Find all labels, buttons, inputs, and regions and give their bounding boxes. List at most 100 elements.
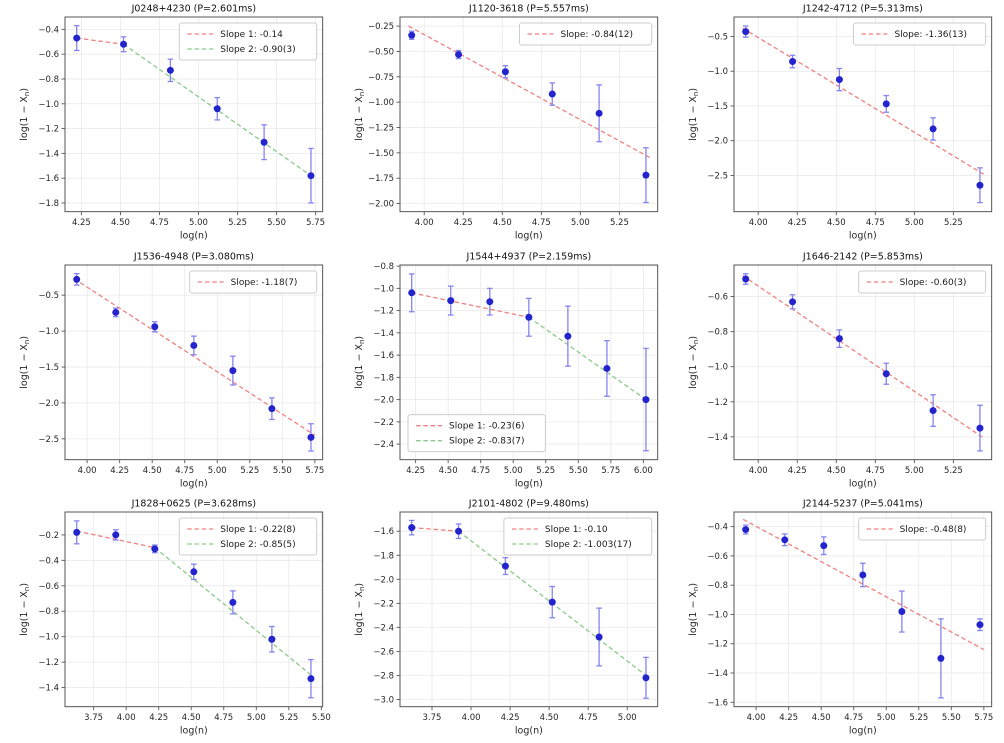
data-point — [976, 424, 984, 432]
y-tick-label: −1.0 — [708, 362, 729, 372]
subplot-J1120-3618: 4.00 4.25 4.50 4.75 5.00 5.25 −0.25 −0.50 −0.75 −… — [334, 0, 670, 248]
y-tick-label: −0.6 — [38, 50, 59, 60]
legend-label: Slope 2: -1.003(17) — [545, 540, 632, 550]
x-axis-label: log(n) — [849, 231, 877, 242]
y-tick-label: −1.6 — [373, 351, 394, 361]
subplot-J1544+4937: 4.25 4.50 4.75 5.00 5.25 5.50 5.75 6.00 −0.8 −1.0… — [334, 247, 670, 496]
data-point — [742, 275, 750, 283]
data-point — [789, 57, 797, 65]
axes-frame — [399, 264, 658, 460]
y-tick-label: −1.5 — [38, 363, 59, 373]
error-bars — [408, 272, 649, 452]
y-tick-label: −1.0 — [38, 100, 59, 110]
data-point — [642, 395, 650, 403]
y-tick-label: −1.25 — [368, 124, 394, 134]
data-point — [454, 51, 462, 59]
y-tick-label: −0.6 — [708, 552, 729, 562]
x-tick-label: 4.00 — [414, 218, 433, 228]
tick-labels: 4.00 4.25 4.50 4.75 5.00 5.25 −0.5 −1.0 −1.5 −2.0… — [708, 32, 963, 228]
plot-title: J1646-2142 (P=5.853ms) — [802, 251, 923, 262]
legend-label: Slope: -1.36(13) — [895, 30, 968, 40]
data-point — [454, 528, 462, 536]
y-axis-label: log(1 − Xn) — [688, 583, 700, 636]
plot-title: J0248+4230 (P=2.601ms) — [131, 3, 256, 14]
fit-line-slope2 — [123, 43, 312, 177]
x-tick-label: 4.75 — [578, 713, 597, 723]
y-tick-label: −1.2 — [38, 658, 59, 668]
data-point — [213, 105, 221, 113]
legend: Slope: -0.84(12) — [518, 22, 652, 46]
x-tick-label: 5.00 — [247, 713, 266, 723]
axes-frame — [733, 16, 993, 213]
x-tick-label: 6.00 — [634, 466, 653, 476]
fit-line-slope1 — [411, 527, 459, 533]
data-point — [190, 341, 198, 349]
axes-frame — [399, 16, 658, 213]
subplot-J1828+0625: 3.75 4.00 4.25 4.50 4.75 5.00 5.25 5.50 −0.2 −0.4… — [0, 495, 335, 743]
x-axis-label: log(n) — [515, 478, 543, 489]
x-tick-label: 4.50 — [827, 218, 846, 228]
data-point — [883, 369, 891, 377]
data-point — [595, 633, 603, 641]
x-tick-label: 4.50 — [438, 466, 457, 476]
legend-box — [178, 517, 318, 556]
data-point — [937, 655, 945, 663]
x-tick-label: 5.00 — [571, 218, 590, 228]
legend-label: Slope 1: -0.14 — [220, 30, 283, 40]
fit-line-slope2 — [154, 547, 312, 676]
axes-frame — [64, 16, 324, 213]
y-tick-label: −0.8 — [373, 262, 394, 272]
legend-label: Slope 1: -0.22(8) — [220, 525, 295, 535]
chart-svg: 4.00 4.25 4.50 4.75 5.00 5.25 −0.25 −0.50 −0.75 −… — [334, 0, 670, 248]
data-point — [883, 100, 891, 108]
axes-frame — [733, 511, 993, 708]
y-tick-label: −0.50 — [368, 47, 394, 57]
data-point — [642, 171, 650, 179]
data-point — [407, 524, 415, 532]
y-tick-label: −1.4 — [373, 329, 394, 339]
plot-title: J1242-4712 (P=5.313ms) — [802, 3, 923, 14]
data-point — [976, 621, 984, 629]
y-tick-label: −1.50 — [368, 149, 394, 159]
data-point — [548, 90, 556, 98]
y-tick-label: −2.0 — [708, 137, 729, 147]
data-point — [859, 571, 867, 579]
tick-labels: 3.75 4.00 4.25 4.50 4.75 5.00 −1.6 −1.8 −2.0 −2.2… — [373, 528, 636, 724]
plot-background — [334, 247, 670, 496]
x-tick-label: 5.00 — [877, 713, 896, 723]
plot-title: J1544+4937 (P=2.159ms) — [465, 251, 591, 262]
x-tick-label: 4.00 — [461, 713, 480, 723]
fit-line-slope1 — [76, 37, 124, 45]
legend-label: Slope 2: -0.90(3) — [220, 45, 295, 55]
y-tick-label: −0.8 — [708, 327, 729, 337]
y-tick-label: −1.2 — [708, 397, 729, 407]
y-tick-label: −1.2 — [373, 306, 394, 316]
y-tick-label: −0.6 — [708, 292, 729, 302]
legend: Slope: -1.36(13) — [853, 22, 987, 46]
x-tick-label: 4.25 — [110, 466, 129, 476]
x-tick-label: 4.25 — [72, 218, 91, 228]
y-tick-label: −2.00 — [368, 200, 394, 210]
x-tick-label: 5.75 — [601, 466, 620, 476]
x-tick-label: 4.50 — [111, 218, 130, 228]
data-point — [820, 542, 828, 550]
fit-line-slope2 — [528, 316, 646, 400]
y-tick-label: −0.5 — [38, 291, 59, 301]
data-point — [781, 536, 789, 544]
data-point — [446, 296, 454, 304]
subplot-J1242-4712: 4.00 4.25 4.50 4.75 5.00 5.25 −0.5 −1.0 −1.5 −2.0… — [669, 0, 1004, 248]
y-tick-label: −2.0 — [373, 395, 394, 405]
legend-box — [178, 22, 318, 61]
data-point — [929, 406, 937, 414]
x-tick-label: 5.25 — [228, 218, 247, 228]
y-tick-label: −2.4 — [373, 440, 394, 450]
y-tick-label: −0.2 — [38, 531, 59, 541]
y-tick-label: −1.0 — [708, 611, 729, 621]
y-tick-label: −1.8 — [38, 199, 59, 209]
legend-label: Slope: -0.84(12) — [560, 30, 633, 40]
y-tick-label: −1.5 — [708, 102, 729, 112]
subplot-J1536-4948: 4.00 4.25 4.50 4.75 5.00 5.25 5.50 5.75 −0.5 −1.0… — [0, 247, 335, 496]
chart-svg: 3.75 4.00 4.25 4.50 4.75 5.00 −1.6 −1.8 −2.0 −2.2… — [334, 495, 670, 743]
legend-box — [503, 517, 652, 556]
y-axis-label: log(1 − Xn) — [688, 88, 700, 141]
